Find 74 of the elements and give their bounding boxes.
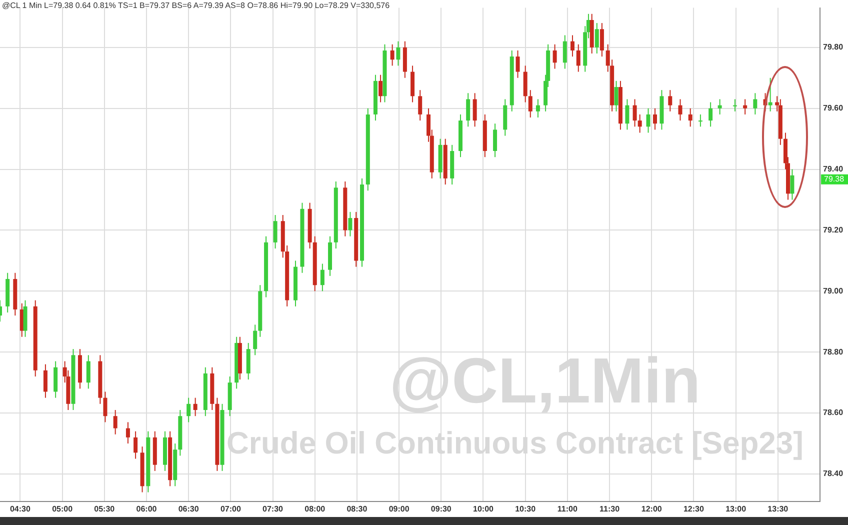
x-tick-label: 08:00 bbox=[304, 504, 326, 514]
candlestick bbox=[638, 114, 642, 134]
candlestick bbox=[320, 263, 324, 292]
x-tick-label: 04:30 bbox=[10, 504, 31, 514]
y-tick-label: 79.40 bbox=[823, 164, 844, 174]
x-tick-label: 10:00 bbox=[473, 504, 494, 514]
y-tick-label: 79.60 bbox=[823, 104, 844, 113]
candlestick bbox=[668, 90, 672, 112]
candlestick bbox=[678, 98, 682, 122]
candlestick bbox=[113, 409, 118, 435]
x-tick-label: 13:00 bbox=[726, 504, 747, 514]
candlestick bbox=[348, 211, 352, 237]
candlestick bbox=[732, 98, 737, 112]
candlestick bbox=[743, 98, 748, 115]
x-tick-label: 11:00 bbox=[557, 504, 578, 514]
x-tick-label: 10:30 bbox=[515, 504, 536, 514]
y-tick-label: 79.00 bbox=[823, 286, 844, 296]
candlestick bbox=[718, 98, 722, 115]
candlestick bbox=[632, 98, 637, 128]
candlestick bbox=[378, 74, 383, 103]
x-tick-label: 09:30 bbox=[430, 504, 452, 514]
x-tick-label: 12:00 bbox=[641, 504, 662, 514]
x-tick-label: 12:30 bbox=[683, 504, 704, 514]
candlestick bbox=[273, 214, 278, 250]
candlestick bbox=[43, 364, 48, 398]
candlestick bbox=[594, 22, 599, 54]
x-tick-label: 09:00 bbox=[388, 504, 410, 514]
candlestick bbox=[193, 397, 198, 417]
candlestick bbox=[576, 44, 580, 72]
candlestick bbox=[103, 391, 108, 423]
x-tick-label: 13:30 bbox=[768, 504, 789, 514]
candlestick bbox=[390, 44, 394, 66]
candlestick bbox=[396, 40, 400, 66]
y-tick-label: 78.80 bbox=[823, 347, 844, 356]
y-tick-label: 78.40 bbox=[823, 469, 844, 478]
candlestick bbox=[126, 422, 130, 444]
candlestick bbox=[516, 50, 520, 78]
candlestick bbox=[646, 108, 650, 134]
x-tick-label: 05:30 bbox=[94, 504, 116, 514]
candlestick bbox=[625, 98, 630, 130]
text: 79.38 bbox=[824, 174, 845, 184]
x-tick-label: 08:30 bbox=[346, 504, 368, 514]
candlestick bbox=[472, 92, 477, 128]
candlestick bbox=[614, 80, 618, 112]
candlestick bbox=[253, 324, 258, 356]
candlestick bbox=[528, 90, 532, 118]
candlestick bbox=[86, 354, 90, 390]
candlestick bbox=[134, 430, 138, 460]
y-tick-label: 79.20 bbox=[823, 225, 844, 234]
candlestick bbox=[493, 123, 498, 158]
candlestick bbox=[708, 102, 713, 128]
candlestick bbox=[552, 44, 557, 70]
candlestick bbox=[570, 34, 574, 58]
x-tick-label: 07:00 bbox=[220, 504, 242, 514]
x-tick-label: 05:00 bbox=[52, 504, 74, 514]
candlestick bbox=[418, 90, 422, 122]
candlestick bbox=[652, 108, 657, 130]
candlestick bbox=[768, 77, 772, 112]
y-tick-label: 78.60 bbox=[823, 408, 844, 418]
candlestick bbox=[790, 168, 794, 200]
candlestick bbox=[688, 108, 692, 128]
annotation: @CL 1 Min L=79.38 0.64 0.81% TS=1 B=79.37 BS=6 A=79.39 AS=8 O=78.86 Hi=79.90 Lo=78.29 V=330,576 bbox=[2, 1, 390, 10]
candlestick bbox=[536, 98, 540, 118]
candlestick bbox=[562, 34, 567, 70]
candlestick bbox=[186, 397, 191, 423]
x-tick-label: 06:30 bbox=[178, 504, 200, 514]
x-tick-label: 07:30 bbox=[262, 504, 284, 514]
candlestick bbox=[466, 92, 470, 128]
y-tick-label: 79.80 bbox=[823, 42, 844, 52]
candlestick bbox=[600, 22, 604, 58]
candlestick bbox=[753, 92, 758, 115]
x-tick-label: 06:00 bbox=[136, 504, 158, 514]
x-tick-label: 11:30 bbox=[600, 504, 620, 514]
candlestick bbox=[698, 114, 702, 128]
